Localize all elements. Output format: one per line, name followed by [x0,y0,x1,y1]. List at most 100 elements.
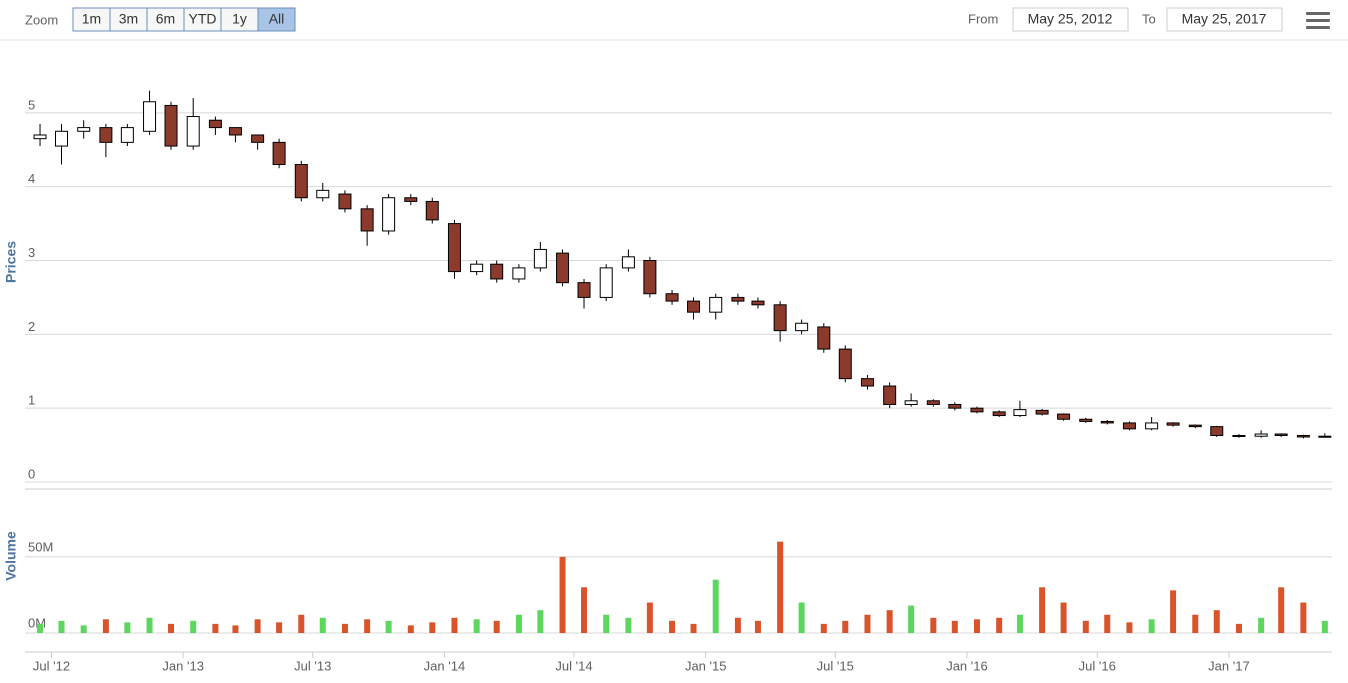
zoom-button-label[interactable]: 6m [156,11,175,27]
volume-bar [1082,620,1089,633]
candle-body [1318,435,1332,438]
candle-body [926,400,940,405]
volume-bar [886,610,893,633]
volume-bar [298,614,305,633]
volume-bar [37,623,44,633]
to-input[interactable] [1166,7,1283,32]
to-value[interactable]: May 25, 2017 [1182,11,1267,27]
candle-body [665,293,679,302]
candle-body [904,400,918,405]
zoom-button-label[interactable]: 1y [232,11,247,27]
volume-bar [754,620,761,633]
volume-bar [1104,614,1111,633]
candle-body [1254,433,1268,437]
zoom-button-label[interactable]: All [269,11,285,27]
menu-bar[interactable] [1306,19,1330,22]
volume-bar [232,625,239,633]
candle-body [338,193,352,210]
candle-body [382,197,396,232]
zoom-button-label[interactable]: 3m [119,11,138,27]
candle-body [512,267,526,280]
volume-bar [515,614,522,633]
zoom-button[interactable] [257,7,296,32]
volume-bar [212,623,219,633]
volume-bar [473,619,480,633]
volume-bar [102,619,109,633]
volume-bar [1192,614,1199,633]
to-label: To [1142,11,1156,26]
menu-bar[interactable] [1306,12,1330,15]
candle-body [251,134,265,143]
volume-bar [1016,614,1023,633]
volume-bar [1060,602,1067,633]
candle-body [1100,420,1114,424]
candle-body [883,385,897,405]
candle-body [621,256,635,269]
volume-bar [1213,610,1220,633]
candle-body [838,348,852,380]
volume-bar [124,622,131,633]
from-input[interactable] [1012,7,1129,32]
candle-body [1145,422,1159,430]
candle-body [360,208,374,232]
candle-body [1122,422,1136,430]
y-tick-label: 0 [28,466,35,481]
volume-bar [1126,622,1133,633]
y-tick-label: 5 [28,97,35,112]
x-tick-label: Jul '12 [33,658,70,673]
volume-bar [364,619,371,633]
x-tick-label: Jul '14 [555,658,592,673]
candle-body [425,200,439,221]
volume-bar [603,614,610,633]
candle-body [186,116,200,147]
candle-body [99,127,113,143]
candle-body [687,300,701,313]
candle-body [860,378,874,387]
volume-bar [385,620,392,633]
x-tick-label: Jul '13 [294,658,331,673]
candle-body [1079,418,1093,422]
volume-bar [973,619,980,633]
candle-body [970,407,984,413]
volume-bar [429,622,436,633]
candle-body [1296,434,1310,438]
y-tick-label: 1 [28,393,35,408]
x-tick-label: Jul '16 [1079,658,1116,673]
volume-bar [820,623,827,633]
from-label: From [968,11,998,26]
volume-bar [908,605,915,633]
volume-bar [625,617,632,633]
from-value[interactable]: May 25, 2012 [1028,11,1113,27]
volume-bar [254,619,261,633]
y-tick-label: 4 [28,171,35,186]
y2-axis-title: Volume [3,531,19,581]
volume-bar [669,620,676,633]
volume-bar [168,623,175,633]
zoom-button-label[interactable]: 1m [82,11,101,27]
volume-bar [1300,602,1307,633]
candle-body [33,134,47,140]
volume-bar [930,617,937,633]
volume-bar [559,556,566,633]
zoom-button-label[interactable]: YTD [189,11,217,27]
candle-body [55,130,69,147]
candle-body [294,164,308,199]
menu-button[interactable] [1306,12,1330,29]
x-tick-label: Jan '16 [946,658,988,673]
menu-bar[interactable] [1306,26,1330,29]
volume-bar [734,617,741,633]
volume-bar [712,579,719,633]
volume-bar [996,617,1003,633]
volume-bar [58,620,65,633]
candle-body [795,322,809,332]
volume-bar [1039,587,1046,633]
candle-body [208,119,222,129]
volume-bar [1170,590,1177,633]
candle-body [1057,413,1071,420]
volume-bar [537,610,544,633]
candle-body [948,403,962,409]
volume-bar [1235,623,1242,633]
volume-bar [777,541,784,633]
candle-body [1166,422,1180,426]
